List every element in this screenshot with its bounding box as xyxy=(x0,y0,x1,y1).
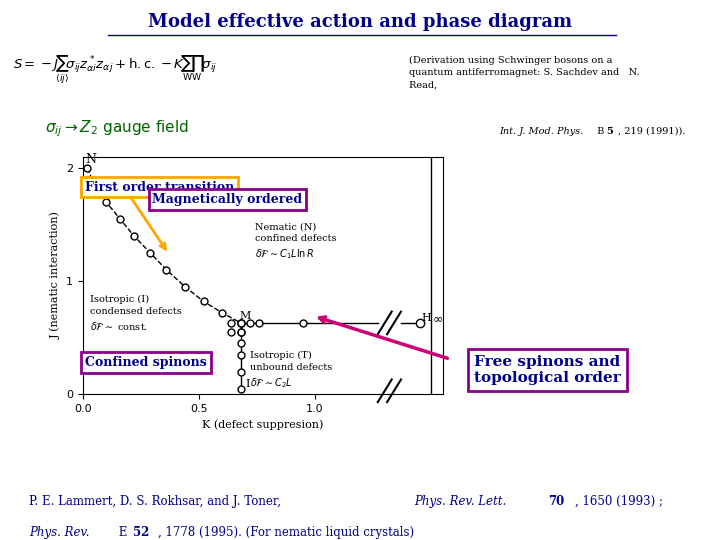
Text: Isotropic (T)
unbound defects
$\delta\mathcal{F} \sim C_2 L$: Isotropic (T) unbound defects $\delta\ma… xyxy=(250,351,332,390)
Text: Magnetically ordered: Magnetically ordered xyxy=(153,193,302,206)
Text: $\sigma_{ij} \rightarrow Z_2\ \mathrm{gauge\ field}$: $\sigma_{ij} \rightarrow Z_2\ \mathrm{ga… xyxy=(45,118,189,139)
Text: H: H xyxy=(422,313,432,323)
Text: E: E xyxy=(114,526,130,539)
Text: I: I xyxy=(246,380,250,389)
Text: Isotropic (I)
condensed defects
$\delta\mathcal{F} \sim$ const.: Isotropic (I) condensed defects $\delta\… xyxy=(90,295,181,332)
Text: Free spinons and
topological order: Free spinons and topological order xyxy=(474,355,621,385)
Text: $\infty$: $\infty$ xyxy=(432,312,444,325)
Text: B: B xyxy=(593,126,607,136)
Text: , 1650 (1993) ;: , 1650 (1993) ; xyxy=(575,495,662,508)
Text: Model effective action and phase diagram: Model effective action and phase diagram xyxy=(148,13,572,31)
Text: Nematic (N)
confined defects
$\delta\mathcal{F} \sim C_1 L \ln R$: Nematic (N) confined defects $\delta\mat… xyxy=(255,222,336,261)
Text: Phys. Rev.: Phys. Rev. xyxy=(29,526,89,539)
Text: Int. J. Mod. Phys.: Int. J. Mod. Phys. xyxy=(499,126,583,136)
Text: 52: 52 xyxy=(132,526,149,539)
Text: , 1778 (1995). (For nematic liquid crystals): , 1778 (1995). (For nematic liquid cryst… xyxy=(158,526,414,539)
Text: (Derivation using Schwinger bosons on a
quantum antiferromagnet: S. Sachdev and : (Derivation using Schwinger bosons on a … xyxy=(410,56,640,90)
Text: Phys. Rev. Lett.: Phys. Rev. Lett. xyxy=(414,495,506,508)
Text: $S = -J\!\sum_{\langle ij\rangle}\!\sigma_{ij}z^*_{\alpha i}z_{\alpha j} + \math: $S = -J\!\sum_{\langle ij\rangle}\!\sigm… xyxy=(14,54,217,86)
Y-axis label: J (nematic interaction): J (nematic interaction) xyxy=(50,212,60,339)
X-axis label: K (defect suppresion): K (defect suppresion) xyxy=(202,420,323,430)
Text: M: M xyxy=(240,310,251,321)
Text: N: N xyxy=(85,153,96,166)
Text: P. E. Lammert, D. S. Rokhsar, and J. Toner,: P. E. Lammert, D. S. Rokhsar, and J. Ton… xyxy=(29,495,284,508)
Text: 70: 70 xyxy=(548,495,564,508)
Text: 5: 5 xyxy=(606,126,613,136)
Text: First order transition: First order transition xyxy=(85,181,235,194)
Text: Confined spinons: Confined spinons xyxy=(85,356,207,369)
Text: , 219 (1991)).: , 219 (1991)). xyxy=(618,126,686,136)
